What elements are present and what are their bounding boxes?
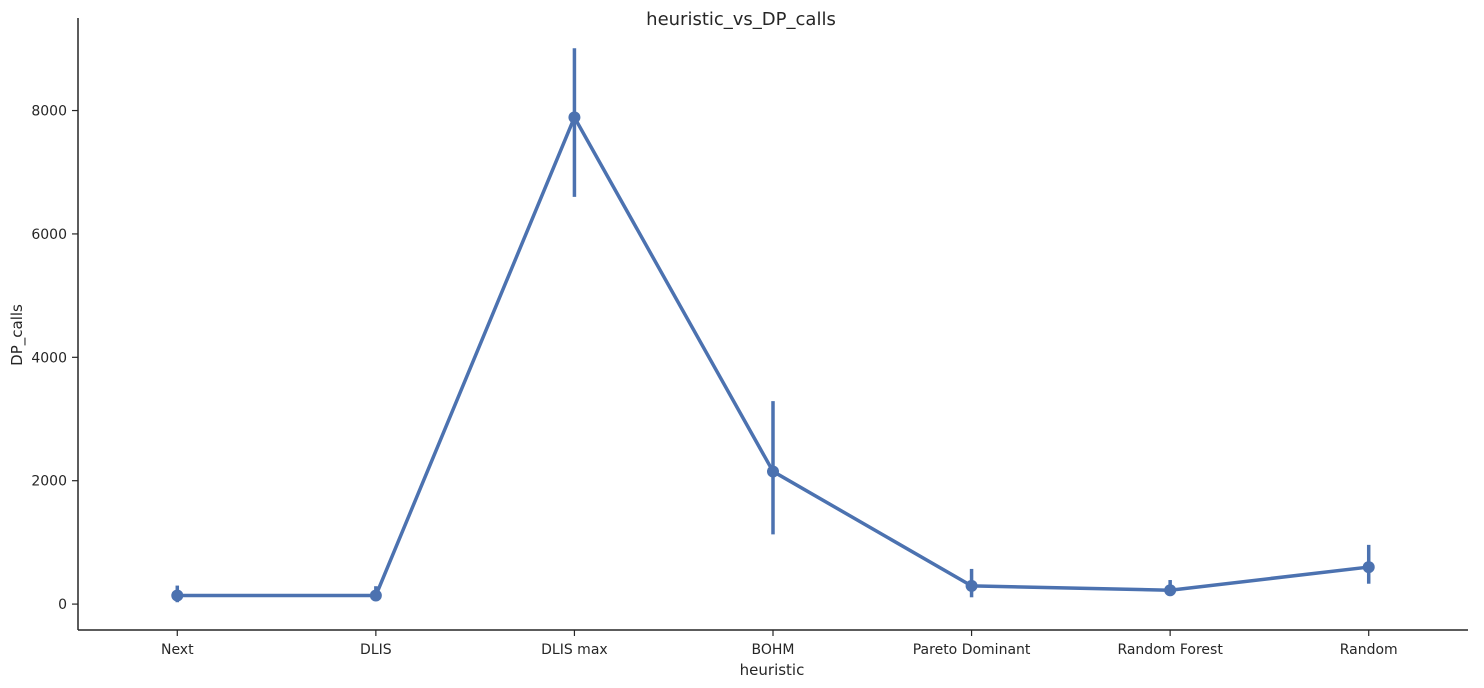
x-axis-label: heuristic bbox=[740, 661, 805, 679]
data-point bbox=[1362, 561, 1375, 574]
series bbox=[171, 111, 1375, 602]
axes: 0 2000 4000 6000 8000 Next DLIS DLIS max BOHM Par… bbox=[31, 18, 1468, 658]
x-tick-label: Random bbox=[1340, 642, 1398, 658]
x-tick-label: Pareto Dominant bbox=[913, 642, 1031, 658]
data-point bbox=[369, 589, 382, 602]
y-tick-label: 0 bbox=[58, 597, 67, 613]
y-tick-label: 8000 bbox=[31, 104, 67, 120]
error-bars bbox=[175, 48, 1371, 603]
y-tick-label: 6000 bbox=[31, 227, 67, 243]
y-axis-label: DP_calls bbox=[8, 304, 27, 366]
x-tick-label: Random Forest bbox=[1117, 642, 1223, 658]
chart-title: heuristic_vs_DP_calls bbox=[646, 9, 836, 30]
x-tick-label: DLIS max bbox=[541, 642, 608, 658]
data-point bbox=[1164, 584, 1177, 597]
x-tick-label: BOHM bbox=[752, 642, 795, 658]
y-tick-label: 4000 bbox=[31, 350, 67, 366]
data-point bbox=[767, 465, 779, 478]
x-tick-label: Next bbox=[161, 642, 194, 658]
y-tick-label: 2000 bbox=[31, 474, 67, 490]
data-point bbox=[568, 111, 581, 124]
data-point bbox=[171, 589, 184, 602]
data-point bbox=[965, 579, 978, 592]
x-tick-label: DLIS bbox=[360, 642, 392, 658]
